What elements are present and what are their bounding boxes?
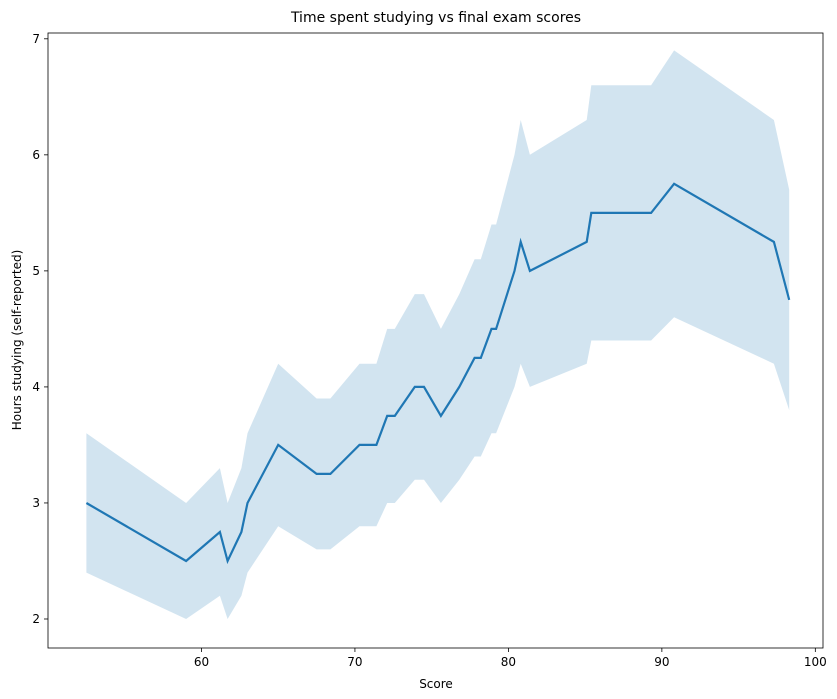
y-tick-label: 6	[32, 148, 40, 162]
y-tick-label: 7	[32, 32, 40, 46]
axes-frame	[47, 32, 824, 649]
y-tick-label: 5	[32, 264, 40, 278]
y-tick-label: 3	[32, 496, 40, 510]
x-tick-label: 90	[654, 655, 669, 669]
series-line	[85, 182, 791, 565]
plot-area	[85, 50, 791, 619]
y-tick-label: 2	[32, 612, 40, 626]
x-axis-label: Score	[419, 677, 453, 691]
x-axis: 60 70 80 90 100	[194, 648, 827, 669]
y-axis: 2 3 4 5 6 7	[32, 32, 48, 626]
confidence-band	[86, 50, 790, 619]
chart-title: Time spent studying vs final exam scores	[290, 10, 581, 26]
x-tick-label: 80	[501, 655, 516, 669]
x-tick-label: 60	[194, 655, 209, 669]
y-tick-label: 4	[32, 380, 40, 394]
y-axis-label: Hours studying (self-reported)	[10, 250, 24, 431]
x-tick-label: 70	[347, 655, 362, 669]
x-tick-label: 100	[804, 655, 827, 669]
